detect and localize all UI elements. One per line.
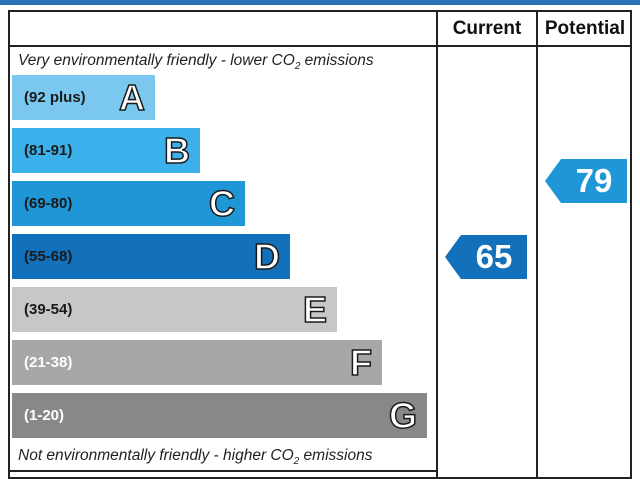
current-rating-arrow: 65 bbox=[445, 234, 527, 279]
band-b: (81-91) B bbox=[12, 128, 200, 173]
potential-rating-value: 79 bbox=[575, 161, 613, 199]
band-letter: E bbox=[302, 288, 328, 330]
column-potential-header: Potential bbox=[544, 17, 626, 39]
band-letter: A bbox=[118, 76, 146, 118]
divider-potential bbox=[536, 10, 538, 479]
band-e: (39-54) E bbox=[12, 287, 337, 332]
band-range-label: (81-91) bbox=[24, 142, 73, 159]
band-range-label: (21-38) bbox=[24, 354, 73, 371]
band-range-label: (92 plus) bbox=[24, 89, 86, 106]
header-rule bbox=[8, 45, 632, 47]
band-d: (55-68) D bbox=[12, 234, 290, 279]
potential-rating-arrow: 79 bbox=[545, 158, 627, 203]
divider-current bbox=[436, 10, 438, 479]
footer-rule bbox=[8, 470, 438, 472]
column-current-header: Current bbox=[452, 17, 522, 39]
band-letter: D bbox=[253, 235, 281, 277]
band-range-label: (69-80) bbox=[24, 195, 73, 212]
bottom-caption: Not environmentally friendly - higher CO… bbox=[18, 447, 373, 468]
band-letter: B bbox=[163, 129, 191, 171]
band-range-label: (39-54) bbox=[24, 301, 73, 318]
rating-frame bbox=[8, 10, 632, 479]
band-letter: C bbox=[208, 182, 236, 224]
band-f: (21-38) F bbox=[12, 340, 382, 385]
current-rating-value: 65 bbox=[475, 237, 513, 275]
band-range-label: (1-20) bbox=[24, 407, 65, 424]
top-accent-bar bbox=[0, 0, 640, 5]
band-g: (1-20) G bbox=[12, 393, 427, 438]
potential-arrow-shape bbox=[545, 158, 627, 203]
band-letter: F bbox=[349, 341, 373, 383]
band-range-label: (55-68) bbox=[24, 248, 73, 265]
current-arrow-shape bbox=[445, 234, 527, 279]
band-a: (92 plus) A bbox=[12, 75, 155, 120]
top-caption: Very environmentally friendly - lower CO… bbox=[18, 52, 374, 73]
band-letter: G bbox=[388, 394, 418, 436]
band-c: (69-80) C bbox=[12, 181, 245, 226]
